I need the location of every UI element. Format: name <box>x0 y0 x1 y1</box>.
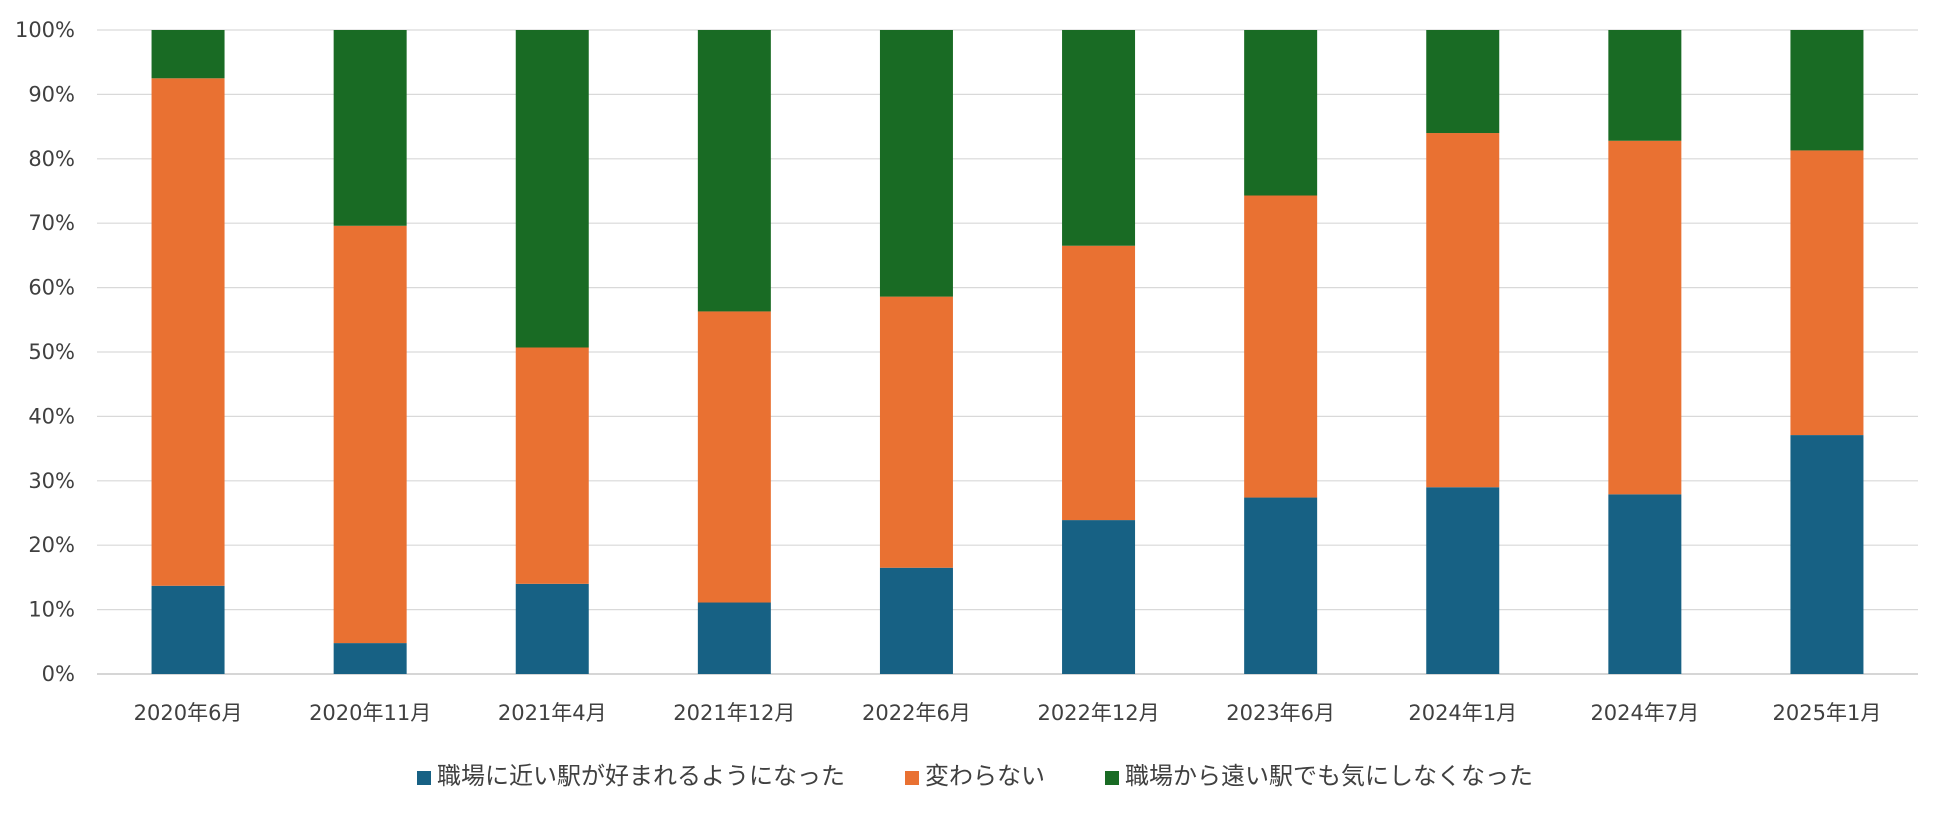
bar-segment-series-2 <box>1790 150 1864 436</box>
x-tick-label: 2021年4月 <box>498 701 607 725</box>
y-tick-label: 50% <box>28 340 75 364</box>
x-tick-label: 2025年1月 <box>1773 701 1882 725</box>
bar-segment-series-3 <box>1426 30 1500 134</box>
bar-segment-series-3 <box>515 30 589 348</box>
bar-segment-series-2 <box>1426 133 1500 488</box>
legend: 職場に近い駅が好まれるようになった 変わらない 職場から遠い駅でも気にしなくなった <box>417 762 1533 790</box>
bar-segment-series-1 <box>515 583 589 674</box>
bar-segment-series-1 <box>1244 497 1318 674</box>
y-tick-label: 70% <box>28 211 75 235</box>
bar-segment-series-1 <box>1790 435 1864 674</box>
x-tick-label: 2024年1月 <box>1408 701 1517 725</box>
y-tick-label: 30% <box>28 469 75 493</box>
bar-segment-series-1 <box>1608 494 1682 674</box>
bar-segment-series-3 <box>1790 30 1864 151</box>
y-tick-label: 20% <box>28 533 75 557</box>
x-tick-label: 2020年6月 <box>134 701 243 725</box>
legend-item: 変わらない <box>905 762 1045 790</box>
bar-segment-series-1 <box>1062 520 1136 674</box>
legend-label: 変わらない <box>925 762 1045 790</box>
bar-segment-series-2 <box>333 225 407 644</box>
bar-segment-series-2 <box>151 78 225 586</box>
legend-swatch <box>905 771 919 785</box>
legend-item: 職場に近い駅が好まれるようになった <box>417 762 845 790</box>
x-axis-tick-labels: 2020年6月 2020年11月 2021年4月 2021年12月 2022年6月 202… <box>134 701 1882 725</box>
bar-segment-series-3 <box>1244 30 1318 196</box>
y-tick-label: 0% <box>42 662 75 686</box>
y-tick-label: 10% <box>28 598 75 622</box>
legend-swatch <box>417 771 431 785</box>
bar-segment-series-1 <box>333 643 407 674</box>
y-tick-label: 40% <box>28 404 75 428</box>
y-tick-label: 100% <box>15 18 75 42</box>
bar-segment-series-3 <box>697 30 771 312</box>
y-tick-label: 90% <box>28 82 75 106</box>
bar-segment-series-2 <box>697 311 771 603</box>
bar-segment-series-1 <box>1426 487 1500 674</box>
bar-segment-series-2 <box>1608 140 1682 495</box>
bar-segment-series-3 <box>879 30 953 297</box>
bar-segment-series-2 <box>1244 195 1318 498</box>
y-tick-label: 80% <box>28 147 75 171</box>
bars <box>151 30 1864 674</box>
y-tick-label: 60% <box>28 276 75 300</box>
x-tick-label: 2022年6月 <box>862 701 971 725</box>
x-tick-label: 2023年6月 <box>1226 701 1335 725</box>
bar-segment-series-3 <box>333 30 407 226</box>
x-tick-label: 2024年7月 <box>1590 701 1699 725</box>
legend-label: 職場に近い駅が好まれるようになった <box>437 762 845 790</box>
bar-segment-series-3 <box>151 30 225 79</box>
bar-segment-series-2 <box>879 296 953 568</box>
x-tick-label: 2020年11月 <box>309 701 431 725</box>
bar-segment-series-3 <box>1062 30 1136 246</box>
legend-label: 職場から遠い駅でも気にしなくなった <box>1125 762 1533 790</box>
legend-swatch <box>1105 771 1119 785</box>
x-tick-label: 2022年12月 <box>1037 701 1159 725</box>
legend-item: 職場から遠い駅でも気にしなくなった <box>1105 762 1533 790</box>
bar-segment-series-1 <box>879 567 953 674</box>
y-axis-tick-labels: 0% 10% 20% 30% 40% 50% 60% 70% 80% 90% 100% <box>15 18 75 686</box>
bar-segment-series-1 <box>151 585 225 674</box>
bar-segment-series-2 <box>1062 245 1136 521</box>
x-tick-label: 2021年12月 <box>673 701 795 725</box>
bar-segment-series-3 <box>1608 30 1682 141</box>
bar-segment-series-2 <box>515 347 589 584</box>
bar-segment-series-1 <box>697 602 771 674</box>
